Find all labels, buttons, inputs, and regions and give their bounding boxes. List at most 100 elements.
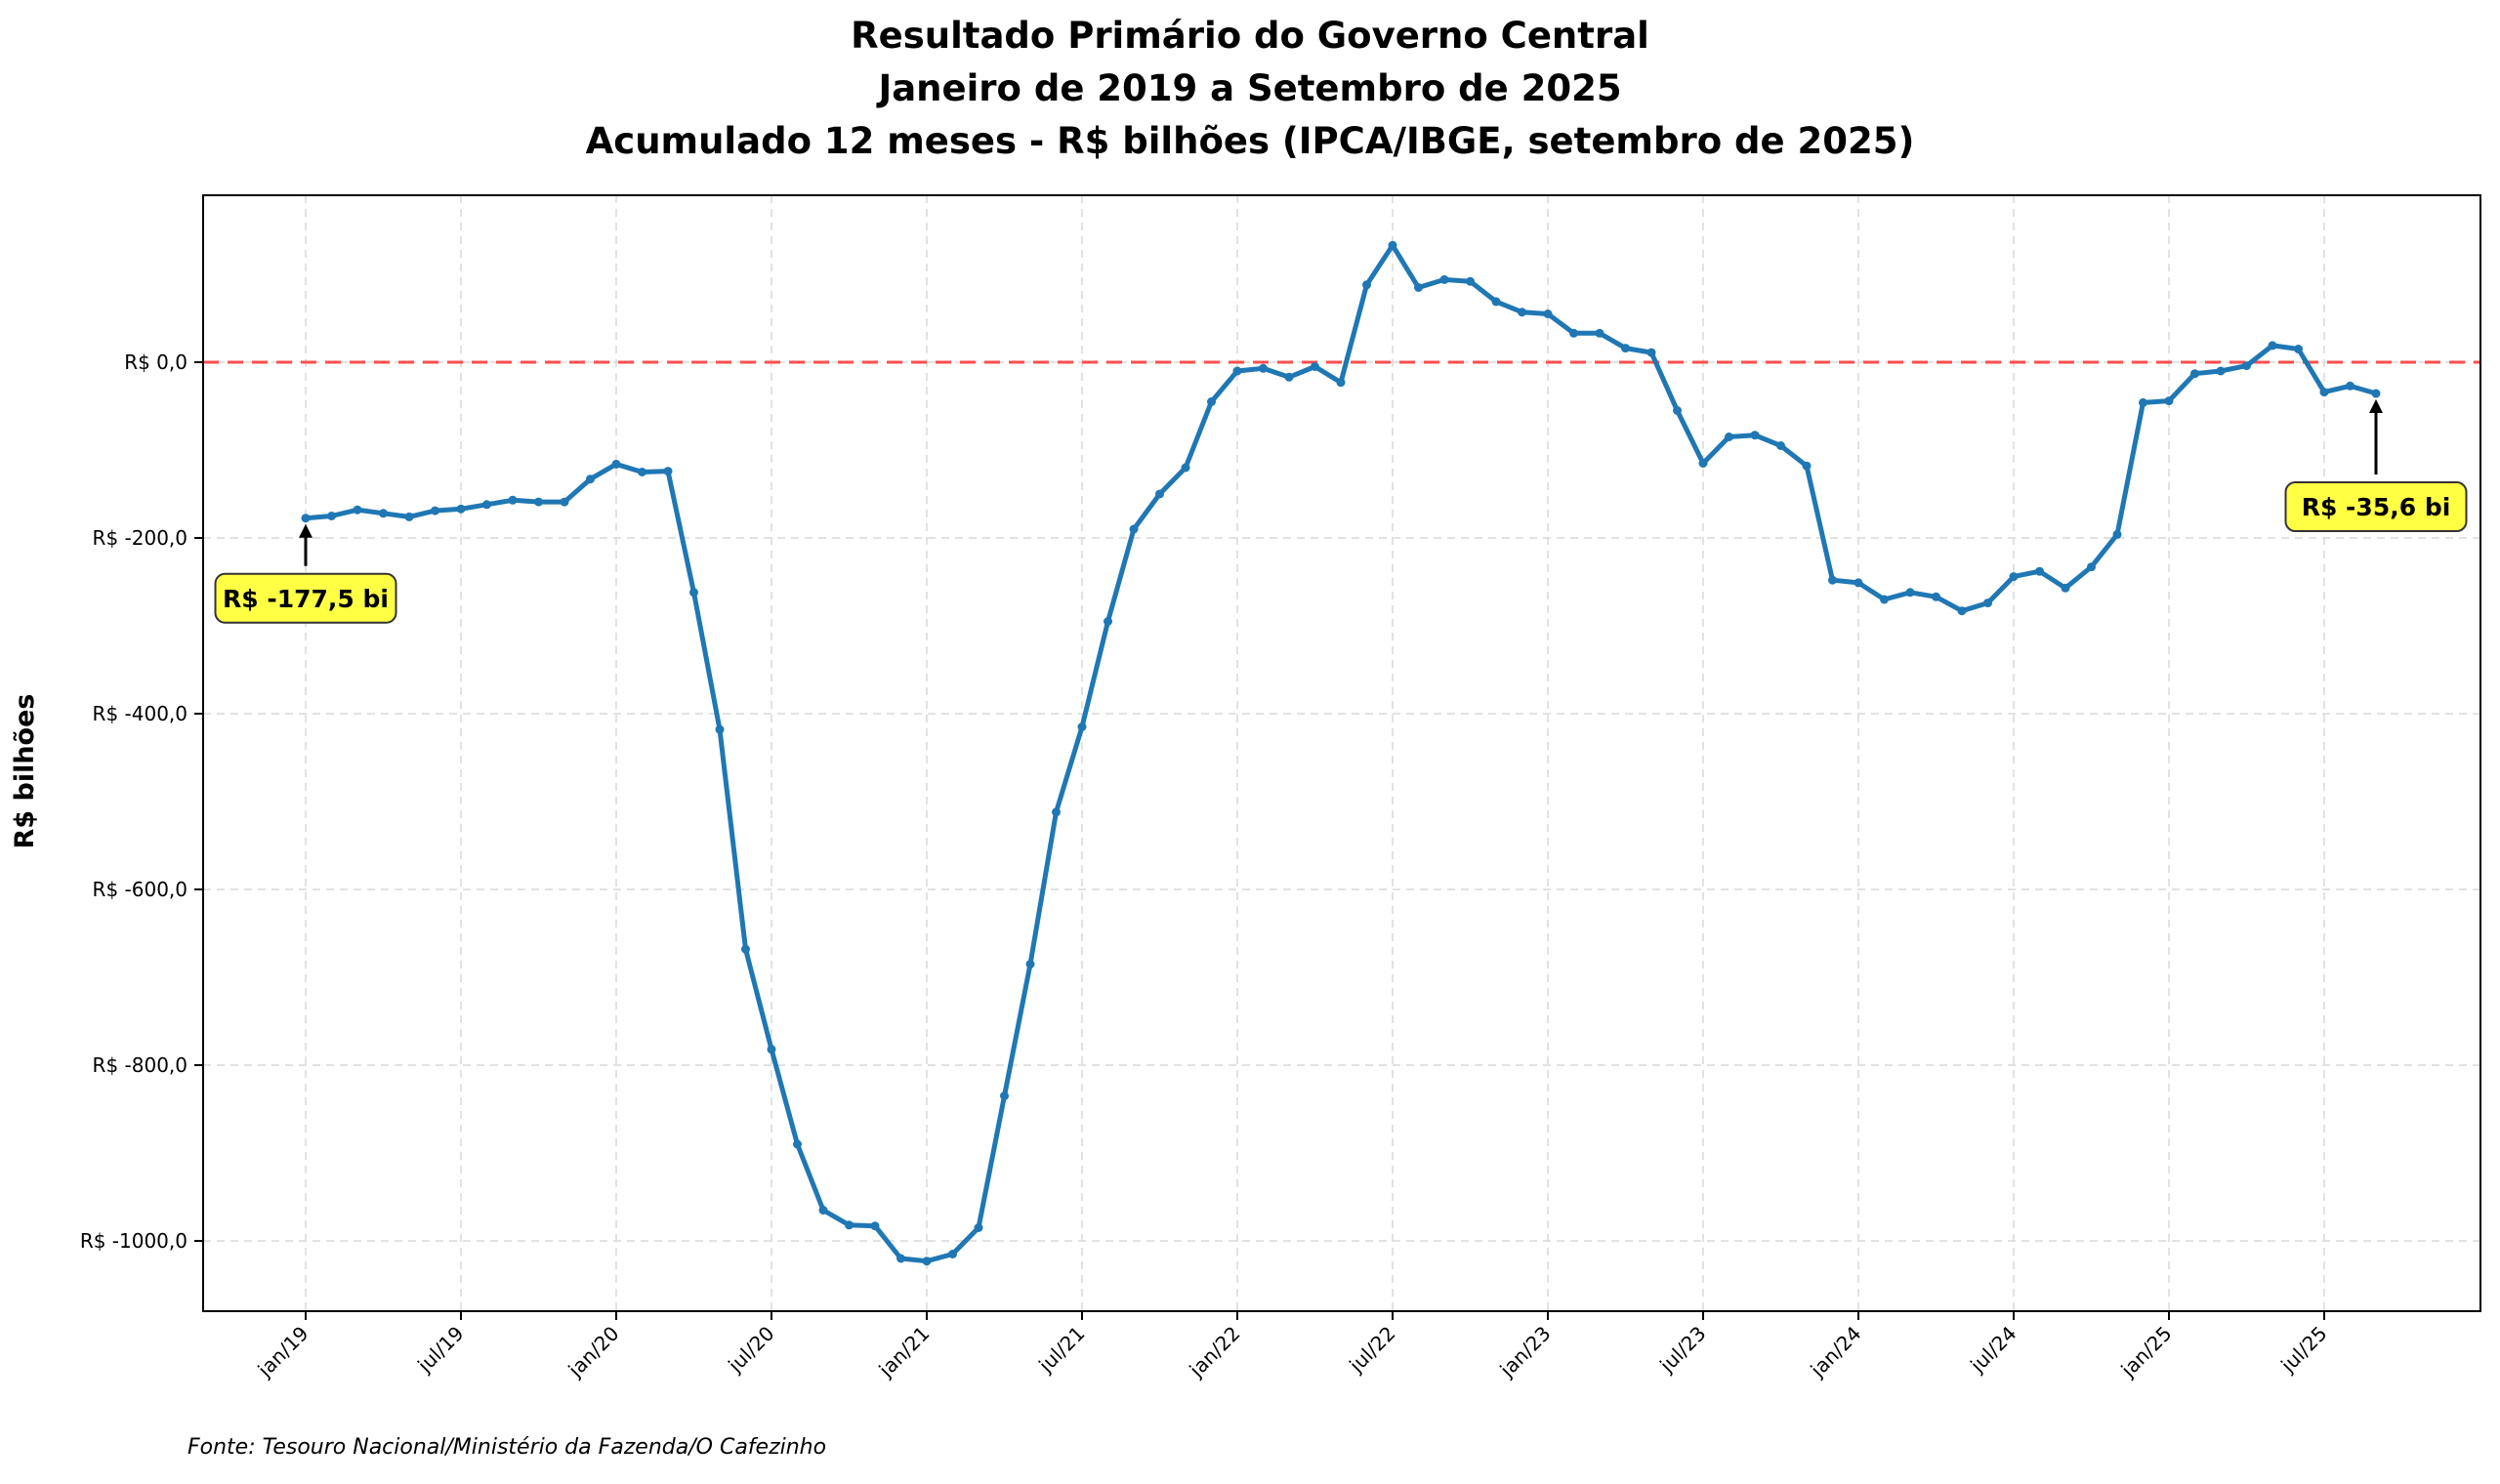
data-point [1181,463,1190,473]
data-point [586,474,595,484]
x-tick-label: jan/20 [563,1322,624,1382]
data-point [2371,389,2381,398]
x-tick-label: jan/22 [1185,1322,1245,1382]
data-point [1284,372,1294,382]
data-point [1155,489,1164,499]
data-point [482,500,491,510]
data-point [1388,240,1397,250]
data-point [1025,960,1035,969]
data-point [1129,524,1139,534]
data-point [1311,362,1319,371]
data-point [534,497,543,507]
source-note: Fonte: Tesouro Nacional/Ministério da Fa… [188,1435,827,1460]
data-point [1905,588,1915,598]
data-point [2139,397,2147,407]
data-point [1673,406,1682,415]
series-layer [301,240,2381,1266]
annotation-box [2284,481,2468,533]
data-point [1725,433,1733,441]
plot-frame [202,194,2481,1312]
data-point [1362,280,1371,290]
data-point [1621,344,1630,353]
y-tick-label: R$ -400,0 [93,702,188,725]
y-tick-label: R$ -800,0 [93,1053,188,1077]
x-tick-label: jul/25 [2275,1322,2331,1378]
data-point [922,1257,932,1266]
data-point [1932,592,1940,601]
data-point [1880,595,1889,604]
data-point [1104,617,1112,626]
data-point [1414,283,1423,292]
data-point [1957,606,1967,616]
data-point [1336,378,1346,388]
y-axis-label: R$ bilhões [10,694,40,849]
annotation-layer: R$ -177,5 bi R$ -35,6 bi [214,399,2468,624]
data-point [301,514,311,523]
data-point [2190,369,2199,379]
data-point [1802,461,1812,471]
data-point [1466,276,1475,286]
data-point [1207,397,1216,406]
x-tick-label: jan/24 [1806,1322,1866,1382]
data-point [1543,309,1553,318]
x-tick-label: jul/21 [1033,1322,1089,1378]
data-point [948,1250,957,1258]
annotation-start: R$ -177,5 bi [214,523,397,624]
chart-title: Resultado Primário do Governo Central Ja… [0,10,2500,168]
data-point [2294,345,2303,353]
data-point [1518,308,1526,317]
data-point [1052,807,1061,817]
data-point [638,468,646,476]
x-tick-label: jul/19 [412,1322,468,1378]
data-point [1854,578,1863,588]
data-point [1983,598,1992,608]
data-point [1698,459,1708,468]
annotation-arrowhead [299,523,312,538]
data-point [1259,363,1268,373]
data-point [1828,575,1837,585]
data-point [741,944,750,954]
data-point [818,1206,828,1215]
data-point [508,495,518,505]
data-point [767,1045,776,1054]
data-point [1646,348,1656,357]
data-point [431,506,439,515]
data-point [1491,297,1501,307]
x-tick-label: jan/21 [874,1322,935,1382]
series-line [303,242,2379,1264]
data-point [896,1254,905,1263]
y-tick-label: R$ -200,0 [93,526,188,550]
annotation-label: R$ -177,5 bi [223,585,389,613]
data-point [1569,328,1578,338]
data-point [1439,274,1449,284]
y-tick-label: R$ 0,0 [124,350,188,374]
data-point [379,509,388,518]
data-point [715,724,725,734]
data-point [611,459,621,469]
y-tick-label: R$ -600,0 [93,878,188,901]
data-point [1077,722,1087,731]
data-point [1750,431,1760,440]
data-point [327,512,336,520]
grid-layer [203,195,2480,1311]
data-point [793,1139,802,1149]
data-point [2319,388,2329,397]
annotation-end: R$ -35,6 bi [2284,399,2468,533]
x-tick-label: jul/20 [723,1322,778,1378]
data-point [404,512,414,521]
annotation-box [214,572,397,624]
data-point [560,497,569,507]
data-point [845,1220,854,1230]
data-point [870,1221,880,1231]
data-point [2164,396,2174,406]
data-point [2061,583,2070,593]
data-point [2346,381,2354,391]
data-point [1232,366,1242,376]
y-tick-label: R$ -1000,0 [80,1229,188,1253]
chart-title-line-2: Janeiro de 2019 a Setembro de 2025 [878,67,1622,109]
data-point [2112,529,2122,539]
data-point [1595,328,1604,338]
data-point [2009,572,2019,582]
x-tick-label: jan/23 [1495,1322,1556,1382]
